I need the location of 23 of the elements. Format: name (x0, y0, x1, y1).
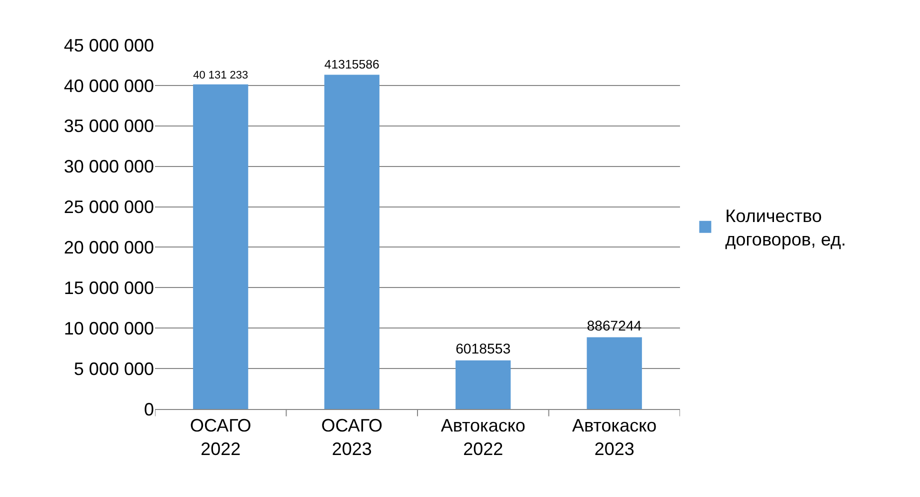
y-tick-label: 25 000 000 (64, 197, 154, 218)
data-label: 6018553 (456, 342, 511, 358)
y-tick-label: 15 000 000 (64, 278, 154, 298)
x-tick-label: Автокаско 2022 (440, 416, 526, 459)
data-label: 8867244 (586, 318, 642, 334)
data-label: 41315586 (324, 58, 380, 72)
y-tick-label: 40 000 000 (64, 76, 154, 96)
y-tick-label: 5 000 000 (74, 358, 154, 379)
x-tick-label: ОСАГО 2022 (190, 416, 252, 459)
y-tick-label: 20 000 000 (64, 238, 154, 258)
x-tick-label: ОСАГО 2023 (321, 416, 383, 459)
bar (456, 360, 511, 409)
legend-label: Количество договоров, ед. (725, 206, 846, 250)
y-tick-label: 30 000 000 (64, 156, 154, 177)
bar (586, 337, 642, 409)
data-label: 40 131 233 (193, 69, 248, 82)
y-tick-label: 10 000 000 (64, 318, 154, 338)
bar (324, 74, 380, 409)
y-tick-label: 35 000 000 (64, 116, 154, 136)
x-tick-label: Автокаско 2023 (572, 416, 657, 459)
y-tick-label: 0 (144, 399, 154, 420)
y-tick-label: 45 000 000 (64, 35, 154, 56)
bar (193, 84, 248, 409)
